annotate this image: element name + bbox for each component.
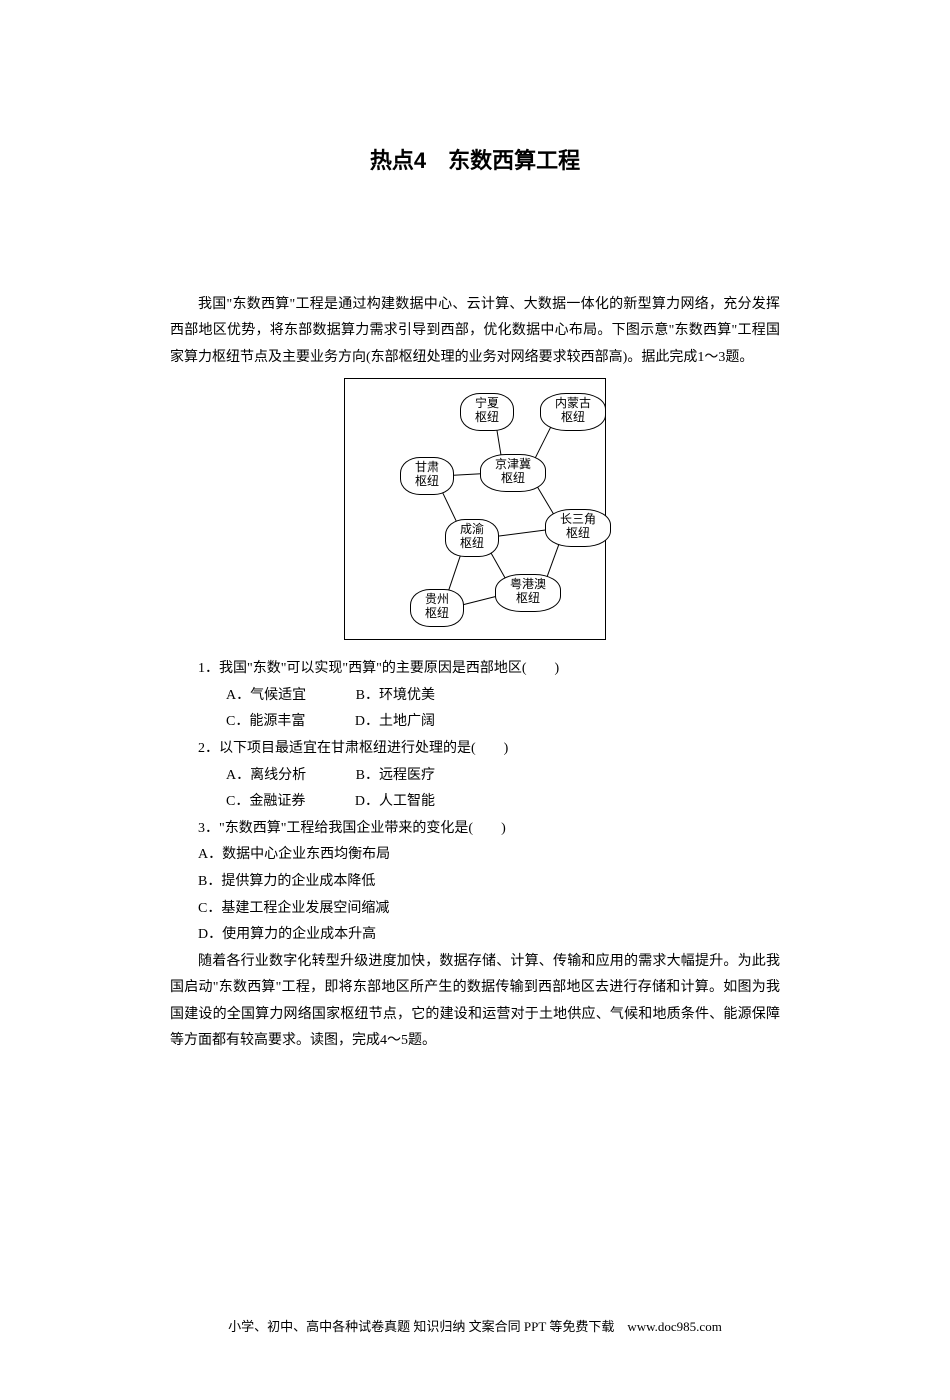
hub-node-guizhou: 贵州枢纽	[410, 589, 464, 627]
q3-option-c: C．基建工程企业发展空间缩减	[170, 896, 780, 923]
hub-node-jingjinji: 京津冀枢纽	[480, 454, 546, 492]
question-1-options-row1: A．气候适宜 B．环境优美	[170, 683, 780, 710]
hub-node-yuegangao: 粤港澳枢纽	[495, 574, 561, 612]
q1-option-c: C．能源丰富	[198, 709, 305, 736]
hub-node-changsanjiao: 长三角枢纽	[545, 509, 611, 547]
q2-option-a: A．离线分析	[198, 763, 306, 790]
question-2-options-row1: A．离线分析 B．远程医疗	[170, 763, 780, 790]
page-title: 热点4 东数西算工程	[170, 140, 780, 182]
intro-paragraph: 我国"东数西算"工程是通过构建数据中心、云计算、大数据一体化的新型算力网络，充分…	[170, 292, 780, 372]
document-page: 热点4 东数西算工程 我国"东数西算"工程是通过构建数据中心、云计算、大数据一体…	[0, 0, 950, 1400]
question-2-options-row2: C．金融证券 D．人工智能	[170, 789, 780, 816]
question-1-stem: 1．我国"东数"可以实现"西算"的主要原因是西部地区( )	[170, 656, 780, 683]
hub-node-ningxia: 宁夏枢纽	[460, 393, 514, 431]
q3-option-b: B．提供算力的企业成本降低	[170, 869, 780, 896]
hub-diagram: 宁夏枢纽内蒙古枢纽甘肃枢纽京津冀枢纽长三角枢纽成渝枢纽粤港澳枢纽贵州枢纽	[344, 378, 606, 640]
paragraph-2: 随着各行业数字化转型升级进度加快，数据存储、计算、传输和应用的需求大幅提升。为此…	[170, 949, 780, 1055]
q3-option-d: D．使用算力的企业成本升高	[170, 922, 780, 949]
question-1-options-row2: C．能源丰富 D．土地广阔	[170, 709, 780, 736]
q1-option-b: B．环境优美	[328, 683, 435, 710]
hub-node-chengyu: 成渝枢纽	[445, 519, 499, 557]
q1-option-d: D．土地广阔	[327, 709, 435, 736]
q2-option-b: B．远程医疗	[328, 763, 435, 790]
diagram-container: 宁夏枢纽内蒙古枢纽甘肃枢纽京津冀枢纽长三角枢纽 成渝枢纽粤港澳枢纽贵州枢纽	[170, 378, 780, 651]
page-footer: 小学、初中、高中各种试卷真题 知识归纳 文案合同 PPT 等免费下载 www.d…	[170, 1315, 780, 1340]
q3-option-a: A．数据中心企业东西均衡布局	[170, 842, 780, 869]
q2-option-d: D．人工智能	[327, 789, 435, 816]
question-3-stem: 3．"东数西算"工程给我国企业带来的变化是( )	[170, 816, 780, 843]
q2-option-c: C．金融证券	[198, 789, 305, 816]
question-2-stem: 2．以下项目最适宜在甘肃枢纽进行处理的是( )	[170, 736, 780, 763]
hub-node-neimeng: 内蒙古枢纽	[540, 393, 606, 431]
hub-node-gansu: 甘肃枢纽	[400, 457, 454, 495]
q1-option-a: A．气候适宜	[198, 683, 306, 710]
